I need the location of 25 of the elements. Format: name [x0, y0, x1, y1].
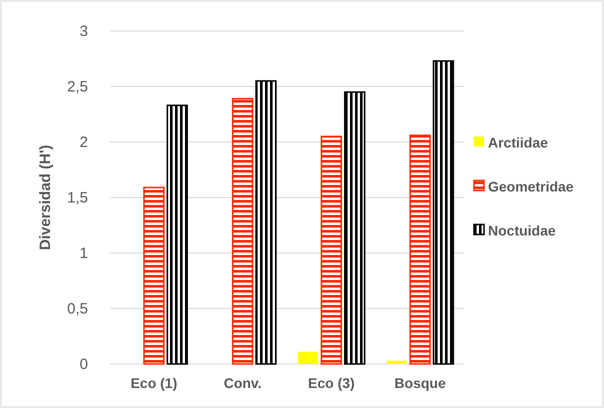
y-tick-label: 0: [80, 356, 88, 373]
y-tick-label: 3: [80, 22, 88, 40]
y-tick-label: 0,5: [67, 300, 88, 318]
x-tick-label: Conv.: [224, 374, 262, 391]
bar: [432, 60, 454, 365]
y-tick-label: 1: [80, 244, 88, 262]
legend-label: Arctiidae: [488, 134, 548, 150]
x-tick-label: Bosque: [394, 374, 446, 391]
bar: [320, 136, 342, 365]
bar: [232, 98, 254, 365]
bar: [409, 134, 431, 365]
legend-label: Noctuidae: [488, 222, 556, 238]
x-tick-label: Eco (1): [130, 374, 178, 391]
x-tick-label: Eco (3): [308, 374, 355, 391]
legend-label: Geometridae: [488, 178, 574, 194]
bar: [344, 91, 366, 365]
y-tick-label: 1,5: [67, 189, 88, 206]
y-tick-label: 2: [80, 134, 88, 151]
bar: [255, 80, 277, 365]
y-axis-title: Diversidad (H'): [37, 144, 54, 250]
bar: [166, 104, 188, 365]
bar: [386, 360, 407, 364]
bar: [143, 186, 165, 365]
y-tick-label: 2,5: [67, 78, 88, 96]
bar: [298, 352, 318, 364]
